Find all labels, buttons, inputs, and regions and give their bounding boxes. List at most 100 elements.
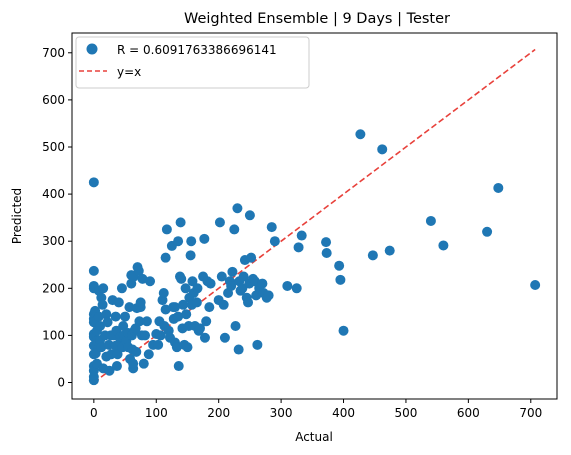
y-axis-label: Predicted — [10, 188, 24, 244]
data-point — [530, 280, 541, 291]
data-point — [425, 215, 436, 226]
data-point — [173, 361, 184, 372]
data-point — [160, 252, 171, 263]
data-point — [131, 346, 142, 357]
data-point — [219, 332, 230, 343]
data-point — [140, 330, 151, 341]
y-tick-label: 500 — [42, 140, 65, 154]
data-point — [185, 250, 196, 261]
data-point — [138, 358, 149, 369]
data-point — [230, 320, 241, 331]
legend-box — [75, 36, 310, 89]
data-point — [194, 323, 205, 334]
data-point — [355, 129, 366, 140]
scatter-points — [88, 129, 541, 386]
data-point — [257, 278, 268, 289]
data-point — [175, 217, 186, 228]
data-point — [187, 276, 198, 287]
data-point — [438, 240, 449, 251]
data-point — [102, 317, 113, 328]
y-tick-label: 0 — [57, 376, 65, 390]
data-point — [296, 230, 307, 241]
data-point — [233, 344, 244, 355]
data-point — [180, 283, 191, 294]
data-point — [205, 278, 216, 289]
y-axis: 0 100 200 300 400 500 600 700 — [42, 46, 72, 390]
data-point — [88, 375, 99, 386]
y-tick-label: 600 — [42, 93, 65, 107]
data-point — [98, 283, 109, 294]
y-tick-label: 100 — [42, 328, 65, 342]
data-point — [133, 265, 144, 276]
data-point — [293, 242, 304, 253]
x-tick-label: 200 — [207, 406, 230, 420]
data-point — [218, 299, 229, 310]
data-point — [158, 288, 169, 299]
data-point — [282, 280, 293, 291]
x-tick-label: 300 — [270, 406, 293, 420]
data-point — [173, 236, 184, 247]
data-point — [128, 358, 139, 369]
data-point — [232, 203, 243, 214]
data-point — [153, 339, 164, 350]
data-point — [334, 260, 345, 271]
data-point — [244, 210, 255, 221]
data-point — [141, 316, 152, 327]
data-point — [192, 283, 203, 294]
data-point — [88, 265, 99, 276]
data-point — [143, 349, 154, 360]
data-point — [269, 236, 280, 247]
x-axis-label: Actual — [295, 430, 333, 444]
data-point — [95, 320, 106, 331]
data-point — [101, 309, 112, 320]
data-point — [120, 311, 131, 322]
data-point — [182, 342, 193, 353]
data-point — [377, 144, 388, 155]
data-point — [181, 309, 192, 320]
x-tick-label: 700 — [519, 406, 542, 420]
data-point — [321, 247, 332, 258]
data-point — [112, 349, 123, 360]
data-point — [252, 339, 263, 350]
legend-scatter-label: R = 0.6091763386696141 — [117, 43, 277, 57]
x-tick-label: 600 — [457, 406, 480, 420]
data-point — [321, 237, 332, 248]
data-point — [113, 297, 124, 308]
x-tick-label: 500 — [394, 406, 417, 420]
data-point — [104, 365, 115, 376]
data-point — [227, 266, 238, 277]
data-point — [226, 280, 237, 291]
data-point — [145, 276, 156, 287]
data-point — [482, 226, 493, 237]
data-point — [97, 299, 108, 310]
data-point — [384, 245, 395, 256]
data-point — [178, 299, 189, 310]
data-point — [155, 330, 166, 341]
data-point — [134, 316, 145, 327]
data-point — [135, 297, 146, 308]
x-tick-label: 400 — [332, 406, 355, 420]
y-tick-label: 300 — [42, 234, 65, 248]
data-point — [173, 311, 184, 322]
data-point — [338, 325, 349, 336]
data-point — [243, 297, 254, 308]
x-axis: 0 100 200 300 400 500 600 700 — [90, 399, 542, 420]
data-point — [161, 224, 172, 235]
data-point — [116, 283, 127, 294]
data-point — [199, 233, 210, 244]
data-point — [186, 236, 197, 247]
data-point — [176, 273, 187, 284]
chart-title: Weighted Ensemble | 9 Days | Tester — [184, 11, 450, 27]
data-point — [199, 332, 210, 343]
data-point — [124, 302, 135, 313]
data-point — [335, 274, 346, 285]
data-point — [201, 316, 212, 327]
data-point — [88, 177, 99, 188]
data-point — [246, 252, 257, 263]
data-point — [118, 320, 129, 331]
data-point — [204, 302, 215, 313]
plot-area — [71, 32, 558, 400]
data-point — [169, 302, 180, 313]
legend-line-label: y=x — [117, 65, 141, 79]
